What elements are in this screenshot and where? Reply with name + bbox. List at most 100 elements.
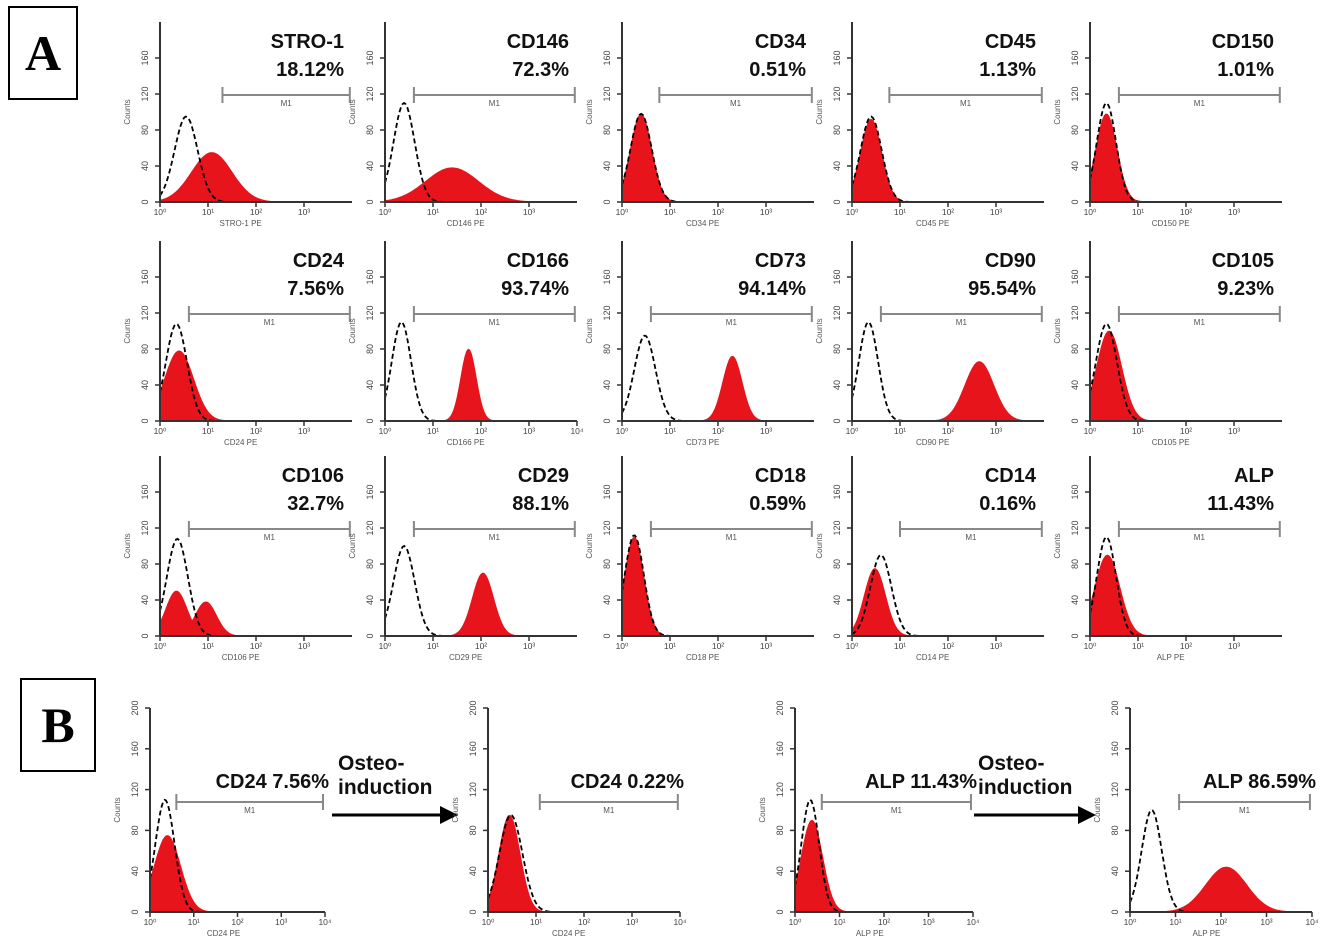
stained-histogram — [622, 355, 814, 422]
gate-label: M1 — [891, 806, 903, 815]
y-tick-label: 80 — [1070, 559, 1080, 569]
x-tick-label: 10¹ — [530, 917, 542, 927]
x-axis-label: ALP PE — [1193, 929, 1221, 938]
y-tick-label: 0 — [468, 909, 478, 914]
x-tick-label: 10² — [475, 641, 487, 651]
y-tick-label: 160 — [1110, 741, 1120, 756]
x-tick-label: 10³ — [523, 426, 535, 436]
y-tick-label: 0 — [130, 909, 140, 914]
y-tick-label: 160 — [602, 484, 612, 499]
x-tick-label: 10⁰ — [379, 426, 392, 436]
x-axis-label: CD105 PE — [1152, 438, 1190, 447]
histogram-18: 0 40 80 120 160 200 Counts 10⁰ 10¹ 10² 10³ 10⁴ ALP P… — [758, 700, 980, 938]
marker-percent: 18.12% — [276, 59, 344, 81]
y-tick-label: 80 — [1110, 825, 1120, 835]
marker-name: ALP — [1234, 465, 1274, 487]
y-tick-label: 80 — [602, 125, 612, 135]
stained-histogram — [487, 814, 680, 913]
isotype-control-curve — [851, 321, 1044, 422]
x-tick-label: 10¹ — [664, 641, 676, 651]
y-tick-label: 80 — [775, 825, 785, 835]
marker-name: CD105 — [1212, 250, 1274, 272]
osteo-induction-line1: Osteo- — [338, 752, 405, 775]
histogram-1: 0 40 80 120 160 Counts 10⁰ 10¹ 10² 10³ STRO-1 PE M1… — [123, 22, 352, 228]
y-tick-label: 40 — [1070, 595, 1080, 605]
y-tick-label: 40 — [365, 595, 375, 605]
x-tick-label: 10² — [712, 207, 724, 217]
x-tick-label: 10⁰ — [154, 641, 167, 651]
histogram-5: 0 40 80 120 160 Counts 10⁰ 10¹ 10² 10³ CD150 PE M1 C… — [1053, 22, 1282, 228]
y-axis-label: Counts — [123, 99, 132, 124]
stained-histogram — [852, 361, 1044, 422]
y-tick-label: 160 — [140, 484, 150, 499]
y-tick-label: 0 — [1070, 199, 1080, 204]
y-tick-label: 160 — [832, 50, 842, 65]
y-tick-label: 40 — [365, 380, 375, 390]
x-tick-label: 10⁴ — [318, 917, 331, 927]
y-tick-label: 160 — [130, 741, 140, 756]
marker-name: CD90 — [985, 250, 1036, 272]
y-axis-label: Counts — [348, 318, 357, 343]
y-tick-label: 120 — [1070, 86, 1080, 101]
histogram-6: 0 40 80 120 160 Counts 10⁰ 10¹ 10² 10³ CD24 PE M1 CD… — [123, 241, 352, 447]
y-tick-label: 120 — [832, 305, 842, 320]
osteo-induction-note-1: Osteo- induction — [338, 752, 432, 800]
y-tick-label: 120 — [832, 86, 842, 101]
marker-name: CD150 — [1212, 31, 1274, 53]
gate-label: M1 — [726, 318, 738, 327]
x-tick-label: 10² — [1180, 207, 1192, 217]
y-tick-label: 80 — [130, 825, 140, 835]
x-tick-label: 10² — [578, 917, 590, 927]
x-axis-label: CD146 PE — [447, 219, 485, 228]
marker-percent: 9.23% — [1217, 278, 1274, 300]
y-tick-label: 40 — [1110, 866, 1120, 876]
x-tick-label: 10¹ — [1132, 207, 1144, 217]
x-tick-label: 10² — [712, 641, 724, 651]
y-axis-label: Counts — [585, 318, 594, 343]
x-tick-label: 10⁰ — [616, 426, 629, 436]
y-tick-label: 160 — [365, 484, 375, 499]
y-tick-label: 40 — [602, 380, 612, 390]
y-axis-label: Counts — [1093, 797, 1102, 822]
y-tick-label: 0 — [602, 199, 612, 204]
x-tick-label: 10² — [250, 426, 262, 436]
stained-histogram — [1089, 330, 1282, 422]
x-tick-label: 10¹ — [833, 917, 845, 927]
gate-label: M1 — [489, 533, 501, 542]
y-tick-label: 80 — [140, 559, 150, 569]
stained-histogram — [621, 113, 814, 203]
y-tick-label: 40 — [602, 161, 612, 171]
y-tick-label: 40 — [468, 866, 478, 876]
x-tick-label: 10³ — [1228, 641, 1240, 651]
marker-percent: 1.13% — [979, 59, 1036, 81]
x-tick-label: 10³ — [1228, 426, 1240, 436]
x-tick-label: 10⁰ — [1124, 917, 1137, 927]
stained-histogram — [385, 348, 577, 422]
x-tick-label: 10⁰ — [1084, 426, 1097, 436]
y-tick-label: 40 — [365, 161, 375, 171]
arrow-icon — [974, 806, 1096, 824]
x-tick-label: 10¹ — [202, 641, 214, 651]
y-tick-label: 0 — [602, 418, 612, 423]
x-tick-label: 10¹ — [664, 207, 676, 217]
x-tick-label: 10² — [231, 917, 243, 927]
x-axis-label: CD14 PE — [916, 653, 949, 662]
stained-histogram — [851, 118, 1044, 203]
y-tick-label: 200 — [468, 700, 478, 715]
x-axis-label: CD24 PE — [552, 929, 585, 938]
marker-percent: 72.3% — [512, 59, 569, 81]
y-tick-label: 40 — [140, 380, 150, 390]
gate-label: M1 — [264, 318, 276, 327]
y-tick-label: 160 — [602, 269, 612, 284]
histogram-11: 0 40 80 120 160 Counts 10⁰ 10¹ 10² 10³ CD106 PE M1 C… — [123, 456, 352, 662]
y-axis-label: Counts — [348, 533, 357, 558]
x-axis-label: CD24 PE — [224, 438, 257, 447]
y-tick-label: 200 — [130, 700, 140, 715]
y-tick-label: 160 — [832, 484, 842, 499]
arrow-icon — [332, 806, 458, 824]
y-tick-label: 200 — [1110, 700, 1120, 715]
y-tick-label: 120 — [832, 520, 842, 535]
x-tick-label: 10³ — [275, 917, 287, 927]
x-axis-label: CD106 PE — [222, 653, 260, 662]
stained-histogram — [159, 590, 352, 637]
